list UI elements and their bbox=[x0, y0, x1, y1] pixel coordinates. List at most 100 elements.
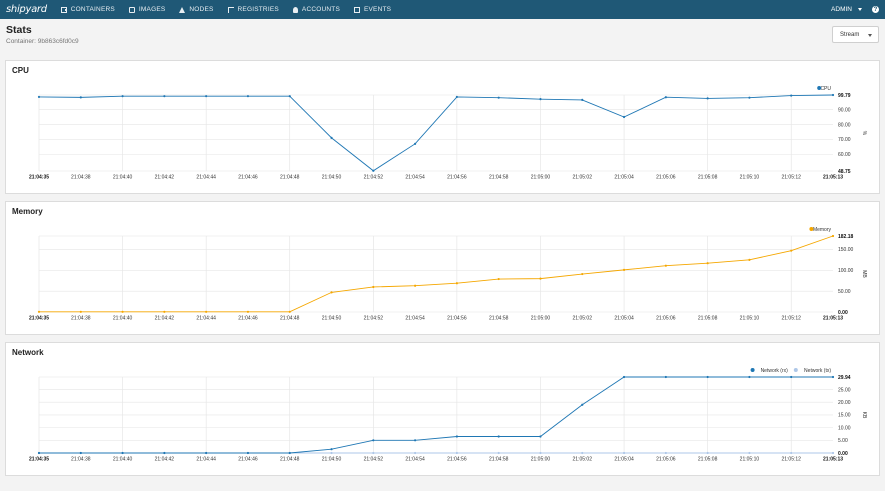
legend-swatch bbox=[793, 368, 798, 372]
x-tick-label: 21:04:38 bbox=[71, 457, 91, 463]
legend-swatch bbox=[817, 86, 822, 90]
data-point bbox=[163, 451, 166, 455]
x-tick-label: 21:04:44 bbox=[196, 457, 216, 463]
y-tick-label: 5.00 bbox=[838, 438, 848, 444]
x-tick-label: 21:05:12 bbox=[781, 175, 801, 181]
y-tick-label: 0.00 bbox=[838, 451, 848, 457]
series-line bbox=[39, 376, 833, 454]
x-tick-label: 21:04:48 bbox=[280, 175, 300, 181]
x-tick-label: 21:05:04 bbox=[614, 457, 634, 463]
x-tick-label: 21:05:00 bbox=[531, 316, 551, 322]
data-point bbox=[581, 272, 584, 276]
data-point bbox=[831, 93, 835, 97]
nav-events[interactable]: EVENTS bbox=[347, 0, 398, 19]
data-point bbox=[706, 451, 709, 455]
data-point bbox=[831, 234, 835, 238]
data-point bbox=[205, 310, 208, 313]
y-tick-label: 100.00 bbox=[838, 268, 854, 274]
data-point bbox=[790, 94, 793, 97]
x-tick-label: 21:04:54 bbox=[405, 457, 425, 463]
x-tick-label: 21:04:58 bbox=[489, 316, 509, 322]
container-id: Container: 9b863c6fd0c9 bbox=[6, 38, 79, 45]
x-tick-label: 21:05:08 bbox=[698, 316, 718, 322]
nav-images-label: IMAGES bbox=[138, 6, 166, 13]
data-point bbox=[79, 96, 82, 99]
data-point bbox=[121, 95, 124, 98]
x-tick-label: 21:04:58 bbox=[489, 175, 509, 181]
x-tick-label: 21:05:02 bbox=[573, 175, 593, 181]
data-point bbox=[664, 264, 667, 267]
data-point bbox=[414, 451, 417, 455]
data-point bbox=[748, 375, 751, 379]
y-tick-label: 29.94 bbox=[838, 375, 851, 381]
x-tick-label: 21:05:06 bbox=[656, 457, 676, 463]
stream-select[interactable]: Stream bbox=[832, 26, 879, 43]
nav-nodes[interactable]: NODES bbox=[172, 0, 220, 19]
x-tick-label: 21:05:00 bbox=[531, 457, 551, 463]
data-point bbox=[414, 439, 417, 442]
data-point bbox=[539, 98, 542, 101]
nav-registries-label: REGISTRIES bbox=[237, 6, 279, 13]
data-point bbox=[288, 310, 291, 313]
data-point bbox=[664, 96, 667, 99]
data-point bbox=[664, 451, 667, 455]
x-tick-label: 21:04:46 bbox=[238, 316, 258, 322]
data-point bbox=[622, 375, 626, 379]
x-tick-label: 21:04:42 bbox=[155, 175, 175, 181]
x-tick-label: 21:04:48 bbox=[280, 316, 300, 322]
x-tick-label: 21:04:50 bbox=[322, 175, 342, 181]
nav-events-label: EVENTS bbox=[363, 6, 392, 13]
data-point bbox=[163, 95, 166, 98]
data-point bbox=[121, 310, 124, 313]
data-point bbox=[372, 285, 375, 289]
data-point bbox=[581, 403, 584, 406]
x-tick-label: 21:04:38 bbox=[71, 316, 91, 322]
series-line bbox=[38, 94, 834, 172]
nav-registries[interactable]: REGISTRIES bbox=[221, 0, 286, 19]
data-point bbox=[455, 95, 458, 99]
x-tick-label: 21:04:35 bbox=[29, 175, 49, 181]
legend-label: Memory bbox=[813, 227, 832, 233]
node-icon bbox=[179, 6, 186, 13]
data-point bbox=[330, 448, 333, 451]
data-point bbox=[414, 142, 417, 145]
nav-accounts[interactable]: ACCOUNTS bbox=[286, 0, 347, 19]
x-tick-label: 21:04:56 bbox=[447, 175, 467, 181]
x-tick-label: 21:05:13 bbox=[823, 457, 843, 463]
x-tick-label: 21:04:38 bbox=[71, 175, 91, 181]
y-tick-label: 70.00 bbox=[838, 137, 851, 143]
x-tick-label: 21:04:40 bbox=[113, 316, 133, 322]
data-point bbox=[706, 97, 709, 100]
data-point bbox=[622, 268, 626, 271]
data-point bbox=[539, 277, 542, 280]
x-tick-label: 21:05:08 bbox=[698, 175, 718, 181]
user-menu[interactable]: ADMIN bbox=[825, 6, 868, 13]
x-tick-label: 21:04:52 bbox=[364, 457, 384, 463]
x-tick-label: 21:05:12 bbox=[781, 316, 801, 322]
x-tick-label: 21:05:04 bbox=[614, 175, 634, 181]
help-icon[interactable]: ? bbox=[872, 6, 879, 13]
user-icon bbox=[292, 6, 298, 13]
data-point bbox=[831, 451, 835, 455]
registry-icon bbox=[227, 6, 234, 13]
x-tick-label: 21:04:54 bbox=[405, 316, 425, 322]
data-point bbox=[622, 451, 626, 455]
y-tick-label: 48.75 bbox=[838, 169, 851, 175]
x-tick-label: 21:04:35 bbox=[29, 457, 49, 463]
x-tick-label: 21:04:48 bbox=[280, 457, 300, 463]
x-tick-label: 21:05:10 bbox=[740, 316, 760, 322]
data-point bbox=[748, 96, 751, 99]
nav-images[interactable]: IMAGES bbox=[122, 0, 172, 19]
data-point bbox=[37, 95, 41, 99]
x-tick-label: 21:04:58 bbox=[489, 457, 509, 463]
chevron-down-icon bbox=[868, 34, 872, 37]
data-point bbox=[205, 95, 208, 98]
data-point bbox=[330, 451, 333, 455]
x-tick-label: 21:05:02 bbox=[573, 316, 593, 322]
data-point bbox=[246, 310, 250, 313]
legend-swatch bbox=[750, 368, 755, 372]
nav-containers[interactable]: CONTAINERS bbox=[54, 0, 122, 19]
data-point bbox=[163, 310, 166, 313]
data-point bbox=[372, 439, 375, 442]
brand-logo[interactable]: shipyard bbox=[6, 4, 47, 15]
